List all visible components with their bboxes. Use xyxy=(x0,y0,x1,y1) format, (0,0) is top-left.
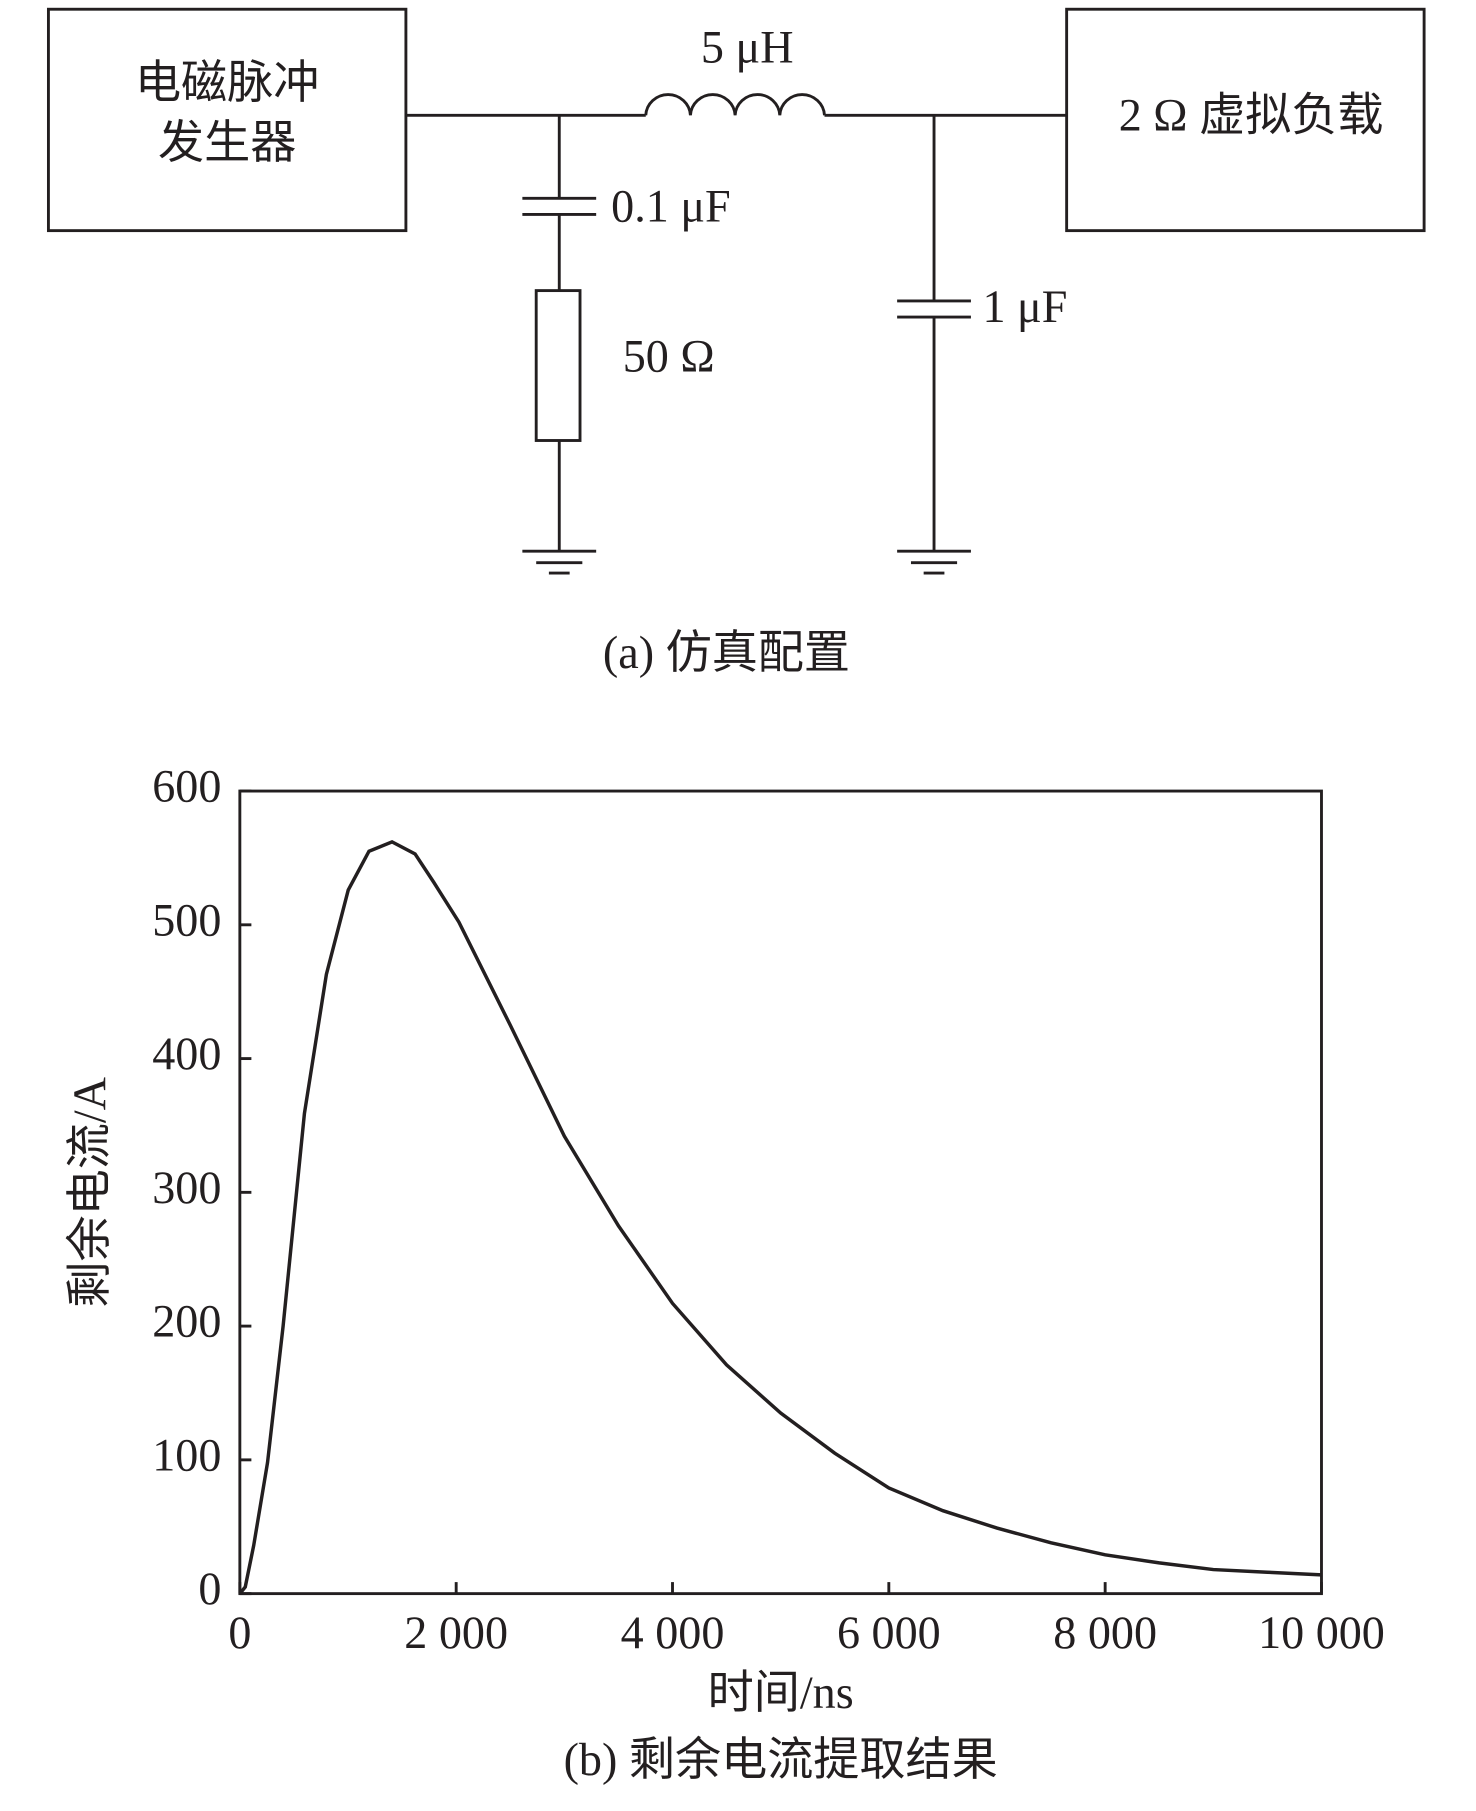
inductor-label: 5 μH xyxy=(701,21,794,72)
y-tick-label: 100 xyxy=(152,1429,221,1480)
source-label: 发生器 xyxy=(158,117,296,168)
circuit-diagram: 电磁脉冲 发生器 2 Ω 虚拟负载 5 μH 0.1 μF 50 Ω 1 μF … xyxy=(46,7,1426,678)
load-box xyxy=(1065,7,1426,233)
y-tick-label: 600 xyxy=(152,761,221,812)
x-tick-label: 8 000 xyxy=(1053,1607,1157,1658)
inductor xyxy=(644,93,826,116)
source-box xyxy=(46,7,408,233)
resistor xyxy=(534,289,582,442)
load-label: 2 Ω 虚拟负载 xyxy=(1119,90,1384,141)
y-tick-label: 200 xyxy=(152,1296,221,1347)
x-tick-label: 10 000 xyxy=(1258,1607,1385,1658)
y-tick-label: 500 xyxy=(152,894,221,945)
x-axis-label: 时间/ns xyxy=(708,1667,854,1718)
capacitor-label: 1 μF xyxy=(982,281,1067,332)
resistor-label: 50 Ω xyxy=(623,331,715,382)
source-label: 电磁脉冲 xyxy=(135,57,319,108)
plot-frame xyxy=(238,789,1323,1596)
y-tick-label: 400 xyxy=(152,1028,221,1079)
branch-2 xyxy=(897,115,971,575)
y-tick-label: 300 xyxy=(152,1162,221,1213)
x-tick-label: 6 000 xyxy=(837,1607,941,1658)
y-axis-label: 剩余电流/A xyxy=(64,1077,115,1308)
branch-1 xyxy=(522,115,597,575)
x-tick-label: 0 xyxy=(228,1607,251,1658)
y-tick-label: 0 xyxy=(198,1563,221,1614)
x-tick-label: 4 000 xyxy=(621,1607,725,1658)
caption: (a) 仿真配置 xyxy=(603,627,850,678)
capacitor-label: 0.1 μF xyxy=(611,181,731,232)
caption: (b) 剩余电流提取结果 xyxy=(564,1734,998,1785)
chart: 时间/ns 剩余电流/A (b) 剩余电流提取结果 0 2 000 4 000 6 0… xyxy=(64,761,1385,1785)
line xyxy=(238,839,1322,1595)
x-tick-label: 2 000 xyxy=(404,1607,508,1658)
